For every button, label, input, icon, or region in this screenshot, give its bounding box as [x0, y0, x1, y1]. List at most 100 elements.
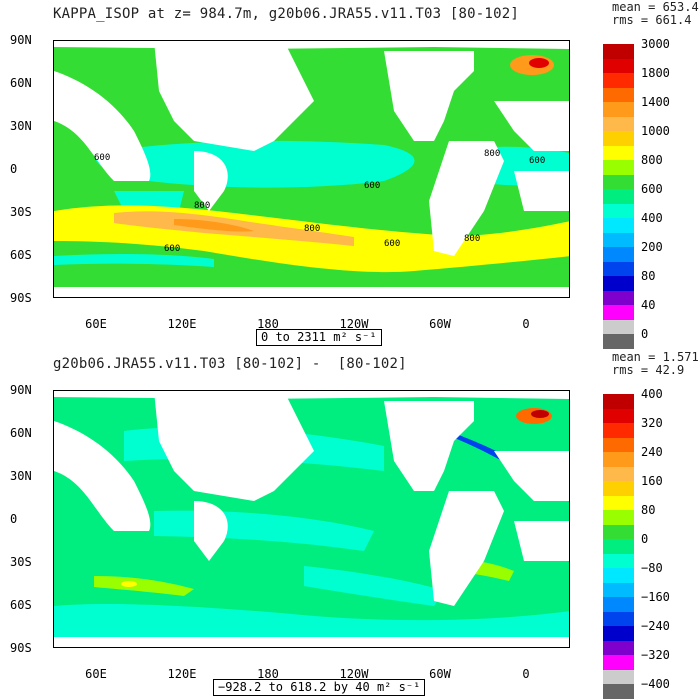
bottom-colorbar-swatch [603, 655, 634, 670]
top-xlabel-60e: 60E [85, 317, 107, 331]
top-colorbar-label: 0 [641, 327, 649, 341]
bottom-colorbar-swatch [603, 408, 634, 423]
top-mean-label: mean = 653.4 [612, 0, 699, 14]
top-colorbar-swatch [603, 290, 634, 305]
bottom-map-frame [53, 390, 570, 648]
top-land-mask [54, 41, 569, 297]
top-colorbar-swatch [603, 232, 634, 247]
top-map-frame: 800 600 600 800 800 600 800 600 600 [53, 40, 570, 298]
top-colorbar-swatch [603, 261, 634, 276]
bottom-colorbar-swatch [603, 510, 634, 525]
top-contour-label: 600 [164, 244, 181, 254]
top-map-panel: KAPPA_ISOP at z= 984.7m, g20b06.JRA55.v1… [10, 0, 699, 349]
top-tropical-cyan-region [94, 140, 415, 188]
bottom-colorbar-swatch [603, 669, 634, 684]
bottom-ylabel-30s: 30S [10, 555, 32, 569]
top-xlabel-60w: 60W [429, 317, 451, 331]
top-map-plot [54, 41, 569, 297]
bottom-colorbar-swatch [603, 452, 634, 467]
bottom-rms-label: rms = 42.9 [612, 363, 685, 377]
top-colorbar-label: 400 [641, 211, 663, 225]
top-ylabel-30s: 30S [10, 205, 32, 219]
top-colorbar-label: 1800 [641, 66, 670, 80]
top-contour-label: 600 [94, 153, 111, 163]
bottom-colorbar-label: −320 [641, 648, 670, 662]
top-colorbar-swatch [603, 160, 634, 175]
top-colorbar-swatch [603, 189, 634, 204]
bottom-colorbar-label: −80 [641, 561, 663, 575]
bottom-colorbar-swatch [603, 481, 634, 496]
top-colorbar-swatch [603, 203, 634, 218]
top-ylabel-90n: 90N [10, 33, 32, 47]
bottom-colorbar-label: 400 [641, 387, 663, 401]
bottom-colorbar-swatch [603, 524, 634, 539]
bottom-range-label: −928.2 to 618.2 by 40 m² s⁻¹ [213, 679, 426, 696]
bottom-colorbar-swatch [603, 640, 634, 655]
top-colorbar-label: 600 [641, 182, 663, 196]
top-contour-label: 600 [364, 181, 381, 191]
top-ylabel-0: 0 [10, 162, 18, 176]
top-xlabel-0: 0 [522, 317, 530, 331]
top-xlabel-180: 180 [257, 317, 279, 331]
top-colorbar-swatch [603, 102, 634, 117]
bottom-colorbar-swatch [603, 539, 634, 554]
top-colorbar-label: 800 [641, 153, 663, 167]
top-xlabel-120e: 120E [167, 317, 197, 331]
bottom-map-panel: g20b06.JRA55.v11.T03 [80-102] - [80-102]… [0, 350, 700, 700]
top-colorbar-swatch [603, 319, 634, 334]
top-contour-label: 800 [484, 149, 501, 159]
bottom-colorbar-label: 240 [641, 445, 663, 459]
top-range-label: 0 to 2311 m² s⁻¹ [256, 329, 382, 346]
top-contour-label: 800 [194, 201, 211, 211]
bottom-ylabel-90s: 90S [10, 641, 32, 655]
top-colorbar-label: 200 [641, 240, 663, 254]
top-southern-cyan-strip [54, 254, 214, 267]
bottom-xlabel-60w: 60W [429, 667, 451, 681]
bottom-mean-label: mean = 1.571 [612, 350, 699, 364]
bottom-land-mask [54, 391, 569, 647]
top-colorbar-swatch [603, 145, 634, 160]
bottom-xlabel-0: 0 [522, 667, 530, 681]
top-colorbar-swatch [603, 305, 634, 320]
top-xlabel-120w: 120W [339, 317, 369, 331]
top-colorbar [603, 44, 634, 349]
bottom-colorbar-swatch [603, 553, 634, 568]
top-colorbar-swatch [603, 58, 634, 73]
top-colorbar-label: 3000 [641, 37, 670, 51]
bottom-ylabel-60n: 60N [10, 426, 32, 440]
top-ylabel-60s: 60S [10, 248, 32, 262]
top-contour-label: 800 [304, 224, 321, 234]
top-colorbar-label: 1400 [641, 95, 670, 109]
top-colorbar-swatch [603, 87, 634, 102]
top-colorbar-swatch [603, 44, 634, 59]
bottom-xlabel-120e: 120E [167, 667, 197, 681]
top-rms-label: rms = 661.4 [612, 13, 692, 27]
bottom-ylabel-60s: 60S [10, 598, 32, 612]
top-colorbar-swatch [603, 131, 634, 146]
bottom-colorbar-label: −240 [641, 619, 670, 633]
top-colorbar-swatch [603, 116, 634, 131]
top-southern-dark-orange-band [174, 219, 254, 232]
bottom-colorbar-swatch [603, 423, 634, 438]
bottom-colorbar-label: 160 [641, 474, 663, 488]
bottom-colorbar-swatch [603, 582, 634, 597]
bottom-cyan-southern-band [54, 604, 569, 647]
bottom-ylabel-30n: 30N [10, 469, 32, 483]
bottom-colorbar-swatch [603, 466, 634, 481]
bottom-colorbar-swatch [603, 495, 634, 510]
top-colorbar-swatch [603, 276, 634, 291]
top-colorbar-swatch [603, 174, 634, 189]
bottom-colorbar-swatch [603, 437, 634, 452]
top-ylabel-30n: 30N [10, 119, 32, 133]
top-contour-label: 600 [529, 156, 546, 166]
bottom-colorbar-label: 320 [641, 416, 663, 430]
bottom-xlabel-180: 180 [257, 667, 279, 681]
bottom-colorbar-swatch [603, 684, 634, 699]
top-ylabel-60n: 60N [10, 76, 32, 90]
top-colorbar-swatch [603, 247, 634, 262]
bottom-xlabel-60e: 60E [85, 667, 107, 681]
top-colorbar-swatch [603, 218, 634, 233]
top-contour-label: 600 [384, 239, 401, 249]
bottom-colorbar-swatch [603, 568, 634, 583]
bottom-colorbar-swatch [603, 597, 634, 612]
